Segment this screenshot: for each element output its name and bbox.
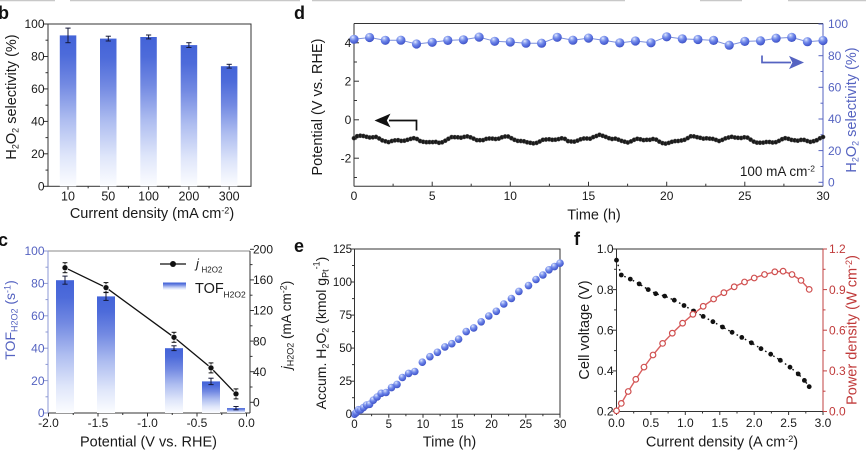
svg-text:Cell voltage (V): Cell voltage (V) — [577, 280, 593, 379]
svg-text:10: 10 — [504, 189, 518, 203]
svg-text:25: 25 — [738, 189, 752, 203]
svg-text:0.6: 0.6 — [829, 323, 846, 337]
svg-text:0.4: 0.4 — [597, 364, 614, 378]
svg-text:40: 40 — [828, 112, 842, 126]
svg-text:b: b — [0, 3, 9, 23]
svg-text:40: 40 — [31, 115, 45, 129]
svg-text:e: e — [294, 236, 304, 256]
svg-text:-1.5: -1.5 — [88, 416, 109, 430]
svg-text:-2: -2 — [341, 151, 352, 165]
svg-text:3.0: 3.0 — [815, 416, 832, 430]
svg-text:H2O2: H2O2 — [202, 266, 223, 275]
svg-text:Potential (V vs. RHE): Potential (V vs. RHE) — [310, 39, 326, 176]
svg-text:60: 60 — [31, 82, 45, 96]
svg-text:1.0: 1.0 — [597, 242, 614, 256]
svg-text:H2O2 selectivity (%): H2O2 selectivity (%) — [844, 47, 861, 172]
svg-text:0.8: 0.8 — [597, 283, 614, 297]
svg-text:Accum. H2O2 (kmol gPt-1): Accum. H2O2 (kmol gPt-1) — [312, 257, 331, 410]
svg-text:125: 125 — [333, 244, 352, 256]
svg-text:Current density (A cm-2): Current density (A cm-2) — [646, 434, 798, 450]
svg-text:TOFH2O2 (s-1): TOFH2O2 (s-1) — [2, 280, 20, 360]
svg-text:5: 5 — [386, 419, 392, 431]
svg-text:200: 200 — [253, 243, 273, 257]
svg-text:0: 0 — [351, 419, 357, 431]
svg-text:60: 60 — [31, 309, 45, 323]
svg-text:100: 100 — [333, 277, 352, 289]
svg-text:120: 120 — [253, 304, 273, 318]
svg-text:Current density (mA cm-2): Current density (mA cm-2) — [70, 206, 234, 223]
svg-text:2.5: 2.5 — [780, 416, 797, 430]
svg-text:15: 15 — [451, 419, 464, 431]
svg-text:0.2: 0.2 — [597, 405, 614, 419]
svg-text:40: 40 — [31, 341, 45, 355]
svg-text:20: 20 — [31, 374, 45, 388]
svg-text:0: 0 — [346, 409, 352, 421]
svg-text:5: 5 — [429, 189, 436, 203]
svg-text:100: 100 — [138, 190, 159, 204]
svg-text:0: 0 — [828, 176, 835, 190]
svg-text:80: 80 — [253, 334, 267, 348]
svg-text:100: 100 — [828, 17, 848, 31]
svg-text:0.0: 0.0 — [238, 416, 255, 430]
svg-text:0: 0 — [345, 113, 352, 127]
svg-text:c: c — [0, 230, 8, 250]
svg-text:20: 20 — [485, 419, 498, 431]
svg-text:jH2O2 (mA cm-2): jH2O2 (mA cm-2) — [279, 281, 296, 372]
svg-text:0: 0 — [351, 189, 358, 203]
svg-text:25: 25 — [339, 376, 352, 388]
svg-text:1.0: 1.0 — [677, 416, 694, 430]
svg-text:2.0: 2.0 — [746, 416, 763, 430]
svg-text:Time (h): Time (h) — [423, 435, 476, 451]
svg-text:80: 80 — [31, 277, 45, 291]
svg-text:0.5: 0.5 — [643, 416, 660, 430]
svg-text:0: 0 — [253, 396, 260, 410]
svg-text:30: 30 — [554, 419, 567, 431]
svg-text:100 mA cm-2: 100 mA cm-2 — [740, 164, 815, 180]
svg-text:d: d — [294, 3, 305, 23]
svg-text:-1.0: -1.0 — [137, 416, 158, 430]
svg-text:0: 0 — [38, 180, 45, 194]
svg-text:0.0: 0.0 — [608, 416, 625, 430]
svg-text:Potential (V vs. RHE): Potential (V vs. RHE) — [80, 435, 217, 451]
svg-text:200: 200 — [178, 190, 199, 204]
svg-text:0.0: 0.0 — [829, 405, 846, 419]
svg-text:20: 20 — [660, 189, 674, 203]
svg-text:f: f — [574, 229, 581, 249]
svg-text:0.3: 0.3 — [829, 364, 846, 378]
svg-text:0.9: 0.9 — [829, 283, 846, 297]
svg-text:100: 100 — [24, 17, 44, 31]
svg-text:0.6: 0.6 — [597, 323, 614, 337]
svg-text:4: 4 — [345, 36, 352, 50]
svg-text:-0.5: -0.5 — [187, 416, 208, 430]
svg-text:H2O2: H2O2 — [224, 290, 246, 300]
svg-text:20: 20 — [828, 144, 842, 158]
svg-text:50: 50 — [339, 343, 352, 355]
svg-text:Time (h): Time (h) — [567, 208, 620, 224]
svg-text:-2.0: -2.0 — [38, 416, 59, 430]
svg-text:2: 2 — [345, 75, 352, 89]
svg-text:100: 100 — [24, 244, 44, 258]
svg-text:30: 30 — [816, 189, 830, 203]
svg-text:1.5: 1.5 — [711, 416, 728, 430]
svg-text:H2O2 selectivity (%): H2O2 selectivity (%) — [4, 34, 21, 159]
svg-text:80: 80 — [828, 49, 842, 63]
svg-text:10: 10 — [417, 419, 430, 431]
svg-text:TOF: TOF — [195, 281, 224, 297]
svg-text:15: 15 — [582, 189, 596, 203]
svg-text:j: j — [194, 256, 200, 271]
svg-text:80: 80 — [31, 50, 45, 64]
svg-text:1.2: 1.2 — [829, 242, 846, 256]
svg-text:0: 0 — [38, 406, 45, 420]
svg-text:300: 300 — [219, 190, 240, 204]
svg-text:25: 25 — [519, 419, 532, 431]
svg-text:75: 75 — [339, 310, 352, 322]
svg-text:Power density (W cm-2): Power density (W cm-2) — [844, 255, 861, 405]
svg-text:20: 20 — [31, 147, 45, 161]
svg-text:50: 50 — [101, 190, 115, 204]
svg-text:60: 60 — [828, 81, 842, 95]
svg-text:40: 40 — [253, 365, 267, 379]
svg-text:10: 10 — [61, 190, 75, 204]
svg-text:160: 160 — [253, 273, 273, 287]
